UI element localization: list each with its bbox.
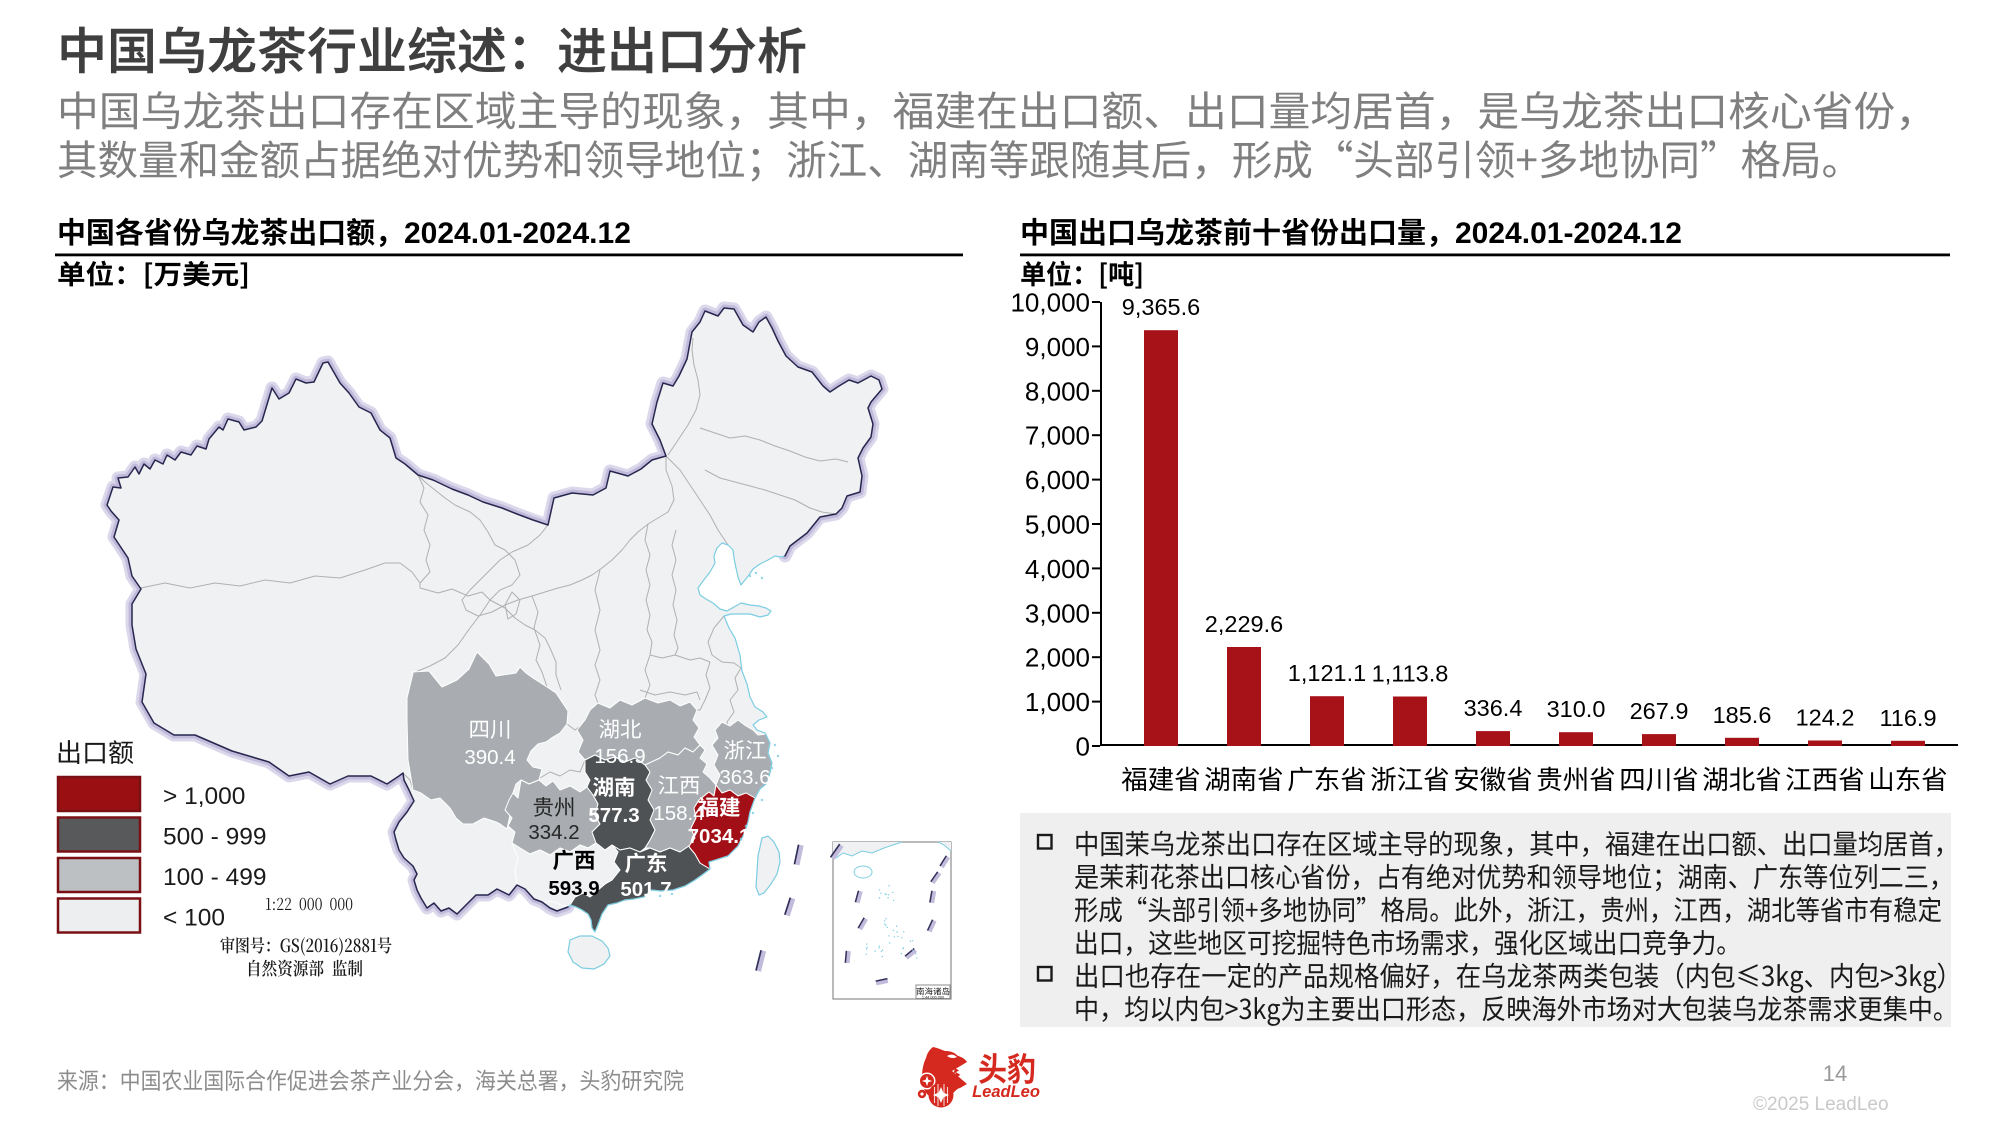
svg-text:> 1,000: > 1,000 [163, 783, 245, 810]
svg-text:310.0: 310.0 [1547, 696, 1606, 722]
svg-text:4,000: 4,000 [1025, 554, 1090, 584]
svg-text:5,000: 5,000 [1025, 510, 1090, 540]
svg-text:267.9: 267.9 [1630, 698, 1689, 724]
svg-text:185.6: 185.6 [1713, 702, 1772, 728]
svg-text:390.4: 390.4 [464, 746, 515, 769]
svg-text:14: 14 [1823, 1061, 1847, 1086]
svg-text:363.6: 363.6 [719, 766, 770, 789]
svg-text:1:44 000 000: 1:44 000 000 [922, 995, 944, 999]
svg-text:9,365.6: 9,365.6 [1122, 294, 1200, 320]
svg-text:334.2: 334.2 [528, 821, 579, 844]
svg-text:2,000: 2,000 [1025, 643, 1090, 673]
svg-text:7034.1: 7034.1 [688, 825, 751, 848]
svg-text:116.9: 116.9 [1879, 705, 1936, 731]
svg-text:2024.01-2024.12: 2024.01-2024.12 [1455, 217, 1682, 250]
svg-text:156.9: 156.9 [594, 745, 645, 768]
svg-text:100 - 499: 100 - 499 [163, 864, 267, 891]
svg-text:1,000: 1,000 [1025, 687, 1090, 717]
svg-text:7,000: 7,000 [1025, 421, 1090, 451]
svg-text:124.2: 124.2 [1796, 705, 1855, 731]
svg-text:158.4: 158.4 [653, 802, 704, 825]
svg-text:336.4: 336.4 [1464, 695, 1523, 721]
svg-text:6,000: 6,000 [1025, 465, 1090, 495]
svg-text:©2025 LeadLeo: ©2025 LeadLeo [1753, 1094, 1889, 1115]
svg-text:3,000: 3,000 [1025, 598, 1090, 628]
svg-text:1,113.8: 1,113.8 [1372, 661, 1449, 687]
svg-text:2024.01-2024.12: 2024.01-2024.12 [404, 217, 631, 250]
svg-text:LeadLeo: LeadLeo [972, 1083, 1040, 1101]
svg-text:593.9: 593.9 [548, 877, 599, 900]
svg-text:9,000: 9,000 [1025, 332, 1090, 362]
svg-text:2,229.6: 2,229.6 [1205, 611, 1283, 637]
svg-text:577.3: 577.3 [588, 804, 639, 827]
svg-text:1,121.1: 1,121.1 [1288, 660, 1366, 686]
svg-text:0: 0 [1076, 732, 1090, 762]
svg-text:500 - 999: 500 - 999 [163, 824, 267, 851]
svg-text:8,000: 8,000 [1025, 376, 1090, 406]
svg-text:501.7: 501.7 [620, 878, 671, 901]
svg-text:< 100: < 100 [163, 905, 225, 932]
svg-text:10,000: 10,000 [1010, 288, 1090, 318]
